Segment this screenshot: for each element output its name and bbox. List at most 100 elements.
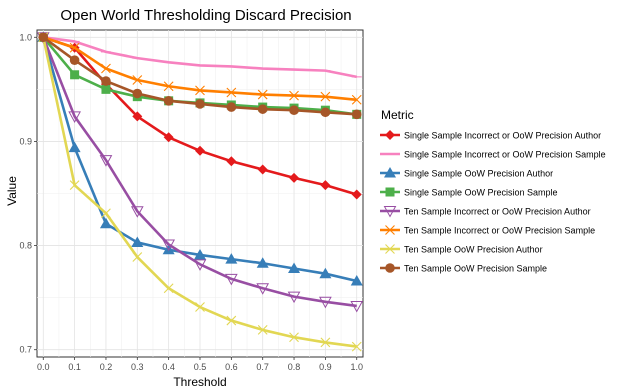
data-point — [226, 87, 237, 98]
x-tick-label: 0.0 — [37, 362, 50, 372]
legend-key-marker — [383, 206, 397, 218]
legend-item: Single Sample Incorrect or OoW Precision… — [380, 150, 606, 160]
ticks: 0.0 0.1 0.2 0.3 0.4 0.5 0.6 0.7 0.8 0.9 1.0 0.7 0.8 0… — [19, 32, 363, 372]
data-point — [289, 332, 299, 343]
data-point — [319, 296, 332, 309]
data-point — [351, 341, 362, 352]
x-tick-label: 0.1 — [68, 362, 81, 372]
data-point — [132, 88, 143, 99]
x-tick-label: 0.6 — [225, 362, 238, 372]
legend-item: Single Sample OoW Precision Sample — [380, 187, 558, 198]
data-point — [163, 81, 174, 92]
legend-label: Single Sample Incorrect or OoW Precision… — [404, 150, 606, 160]
data-point — [195, 99, 205, 109]
data-point — [163, 96, 174, 106]
y-axis-title: Value — [5, 176, 19, 206]
x-tick-label: 0.2 — [100, 362, 113, 372]
data-point — [320, 107, 331, 118]
legend-key-marker — [385, 130, 395, 140]
data-point — [319, 267, 332, 279]
data-point — [289, 172, 300, 183]
data-point — [351, 94, 362, 105]
x-axis-title: Threshold — [173, 375, 226, 389]
data-point — [256, 283, 270, 295]
data-point — [257, 89, 268, 100]
legend-label: Ten Sample Incorrect or OoW Precision Sa… — [404, 226, 595, 236]
x-tick-label: 0.4 — [162, 362, 175, 372]
legend-label: Ten Sample OoW Precision Sample — [404, 264, 547, 274]
legend-label: Ten Sample Incorrect or OoW Precision Au… — [404, 207, 591, 217]
data-point — [38, 32, 49, 43]
legend-key-marker — [384, 167, 396, 178]
data-point — [257, 325, 268, 335]
data-point — [288, 262, 301, 273]
series-8 — [38, 32, 362, 120]
chart-title: Open World Thresholding Discard Precisio… — [60, 7, 351, 24]
data-point — [226, 315, 237, 326]
y-tick-label: 0.8 — [19, 241, 32, 251]
data-point — [132, 111, 143, 122]
data-point — [163, 132, 174, 143]
legend-title: Metric — [381, 108, 414, 122]
data-point — [130, 206, 144, 218]
data-point — [195, 145, 205, 156]
legend-key-marker — [385, 263, 395, 273]
series-layer — [36, 31, 364, 352]
data-point — [320, 337, 331, 348]
data-point — [162, 239, 175, 252]
data-point — [256, 257, 269, 268]
data-point — [226, 156, 237, 167]
data-point — [69, 180, 80, 191]
data-point — [289, 105, 299, 115]
legend-item: Ten Sample Incorrect or OoW Precision Au… — [380, 206, 591, 218]
x-tick-label: 0.7 — [256, 362, 269, 372]
data-point — [320, 180, 331, 191]
data-point — [320, 91, 331, 102]
x-tick-label: 0.3 — [131, 362, 144, 372]
data-point — [132, 75, 143, 85]
series-7 — [38, 32, 362, 352]
data-point — [99, 217, 112, 229]
data-point — [162, 243, 175, 255]
data-point — [225, 273, 238, 286]
legend-key-marker — [385, 187, 395, 197]
legend-label: Single Sample OoW Precision Sample — [404, 188, 558, 198]
legend-label: Single Sample OoW Precision Author — [404, 169, 553, 179]
data-point — [195, 302, 205, 312]
data-point — [194, 248, 206, 260]
data-point — [69, 55, 80, 66]
series-line — [42, 36, 357, 308]
data-point — [287, 291, 301, 304]
data-point — [69, 42, 80, 53]
x-tick-label: 0.5 — [194, 362, 207, 372]
y-tick-label: 0.9 — [19, 136, 32, 146]
grid — [37, 30, 363, 357]
data-point — [99, 155, 113, 167]
legend-item: Ten Sample Incorrect or OoW Precision Sa… — [380, 225, 595, 236]
legend-item: Single Sample OoW Precision Author — [380, 167, 553, 179]
y-tick-label: 0.7 — [19, 345, 32, 355]
data-point — [195, 85, 205, 96]
legend-item: Single Sample Incorrect or OoW Precision… — [380, 130, 601, 141]
data-point — [101, 63, 111, 74]
legend-key-marker — [385, 225, 395, 235]
data-point — [132, 252, 143, 262]
data-point — [350, 300, 364, 313]
data-point — [101, 76, 111, 86]
legend-label: Single Sample Incorrect or OoW Precision… — [404, 131, 601, 141]
x-tick-label: 0.9 — [319, 362, 332, 372]
legend-label: Ten Sample OoW Precision Author — [404, 245, 543, 255]
y-tick-label: 1.0 — [19, 32, 32, 42]
legend-item: Ten Sample OoW Precision Sample — [380, 263, 547, 274]
data-point — [163, 283, 174, 294]
data-point — [351, 189, 362, 200]
data-point — [225, 253, 238, 264]
x-tick-label: 1.0 — [350, 362, 363, 372]
legend-key-marker — [385, 244, 395, 254]
series-5 — [36, 32, 364, 313]
data-point — [257, 164, 268, 175]
x-tick-label: 0.8 — [288, 362, 301, 372]
data-point — [101, 84, 111, 94]
legend: Metric Single Sample Incorrect or OoW Pr… — [380, 108, 606, 274]
